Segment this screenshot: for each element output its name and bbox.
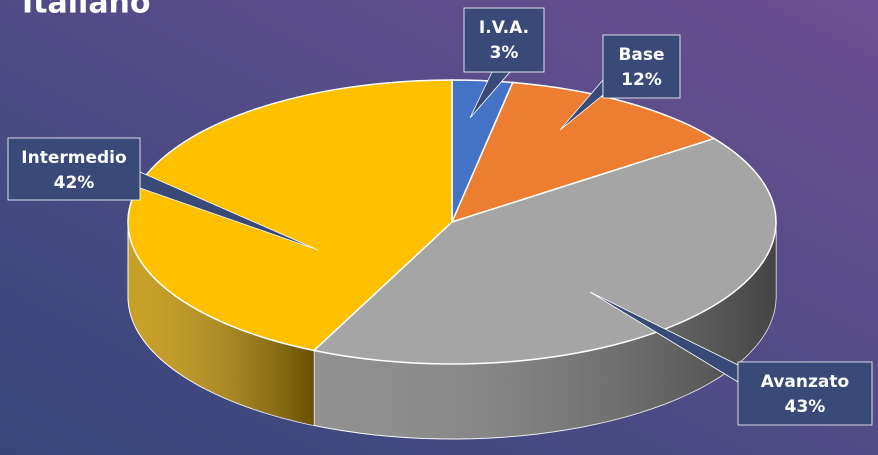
slice-side-shade (314, 222, 776, 439)
callout-cover (604, 36, 679, 97)
category-label: Base (618, 45, 664, 65)
callout-cover (9, 139, 139, 199)
category-label: I.V.A. (479, 18, 529, 38)
slice (450, 81, 716, 224)
callout-cover (739, 363, 871, 424)
category-label: Intermedio (21, 148, 126, 168)
slice-side-shade (128, 222, 315, 426)
labels: I.V.A. 3% Base 12% Intermedio 42% Avanzato 43% (7, 7, 873, 426)
pie (127, 79, 777, 440)
chart-title: Italiano (22, 0, 151, 21)
callout-cover (465, 9, 543, 71)
slice (312, 137, 777, 365)
category-label: Avanzato (761, 372, 849, 392)
value-label: 12% (621, 70, 662, 90)
value-label: 3% (490, 43, 519, 63)
value-label: 43% (785, 397, 826, 417)
value-label: 42% (54, 173, 95, 193)
